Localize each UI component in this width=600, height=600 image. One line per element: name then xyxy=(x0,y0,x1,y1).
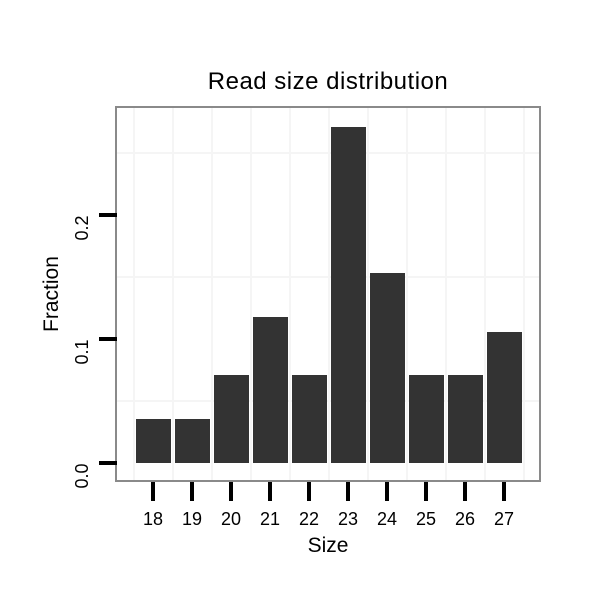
x-tick-label: 18 xyxy=(142,509,164,529)
v-gridline xyxy=(367,108,369,480)
bar-size-19 xyxy=(175,419,210,463)
bar-size-24 xyxy=(370,273,405,463)
bar-size-26 xyxy=(448,375,483,463)
bar-size-21 xyxy=(253,317,288,463)
x-tick xyxy=(385,482,389,501)
x-tick xyxy=(229,482,233,501)
v-gridline xyxy=(172,108,174,480)
v-gridline xyxy=(133,108,135,480)
y-tick-label: 0.0 xyxy=(72,463,92,489)
y-axis-title: Fraction xyxy=(40,256,63,332)
y-tick xyxy=(99,213,117,217)
v-gridline xyxy=(445,108,447,480)
v-gridline xyxy=(289,108,291,480)
x-tick xyxy=(268,482,272,501)
x-tick-label: 24 xyxy=(376,509,398,529)
x-tick-label: 27 xyxy=(493,509,515,529)
chart-title: Read size distribution xyxy=(207,68,449,95)
y-tick-label: 0.1 xyxy=(72,339,92,365)
bar-size-25 xyxy=(409,375,444,463)
x-tick-label: 20 xyxy=(220,509,242,529)
x-tick xyxy=(151,482,155,501)
y-tick-label: 0.2 xyxy=(72,215,92,241)
x-axis-title: Size xyxy=(307,534,349,557)
x-tick-label: 26 xyxy=(454,509,476,529)
x-tick xyxy=(190,482,194,501)
v-gridline xyxy=(211,108,213,480)
x-tick-label: 22 xyxy=(298,509,320,529)
x-tick-label: 21 xyxy=(259,509,281,529)
v-gridline xyxy=(250,108,252,480)
v-gridline xyxy=(406,108,408,480)
y-tick xyxy=(99,337,117,341)
y-tick xyxy=(99,461,117,465)
x-tick-label: 23 xyxy=(337,509,359,529)
x-tick xyxy=(346,482,350,501)
v-gridline xyxy=(484,108,486,480)
bar-size-27 xyxy=(487,332,522,463)
x-tick xyxy=(502,482,506,501)
bar-size-18 xyxy=(136,419,171,463)
v-gridline xyxy=(328,108,330,480)
x-tick-label: 19 xyxy=(181,509,203,529)
x-tick xyxy=(463,482,467,501)
v-gridline xyxy=(523,108,525,480)
bar-size-20 xyxy=(214,375,249,463)
x-tick-label: 25 xyxy=(415,509,437,529)
bar-size-22 xyxy=(292,375,327,463)
x-tick xyxy=(424,482,428,501)
bar-size-23 xyxy=(331,127,366,463)
plot-panel xyxy=(115,106,541,482)
x-tick xyxy=(307,482,311,501)
